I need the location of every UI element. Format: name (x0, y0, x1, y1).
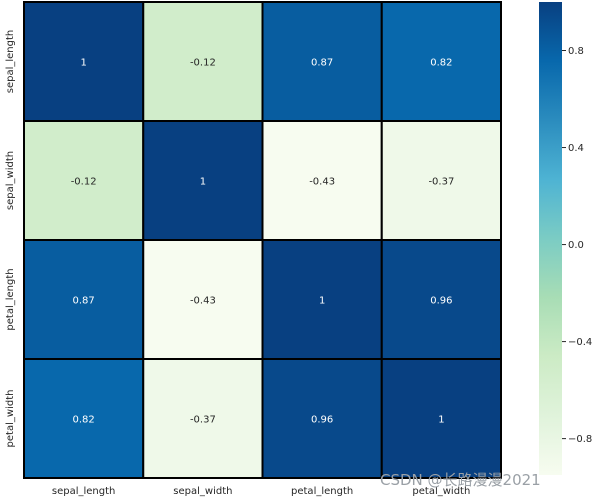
colorbar-tick-label: 0.8 (568, 46, 584, 57)
y-tick-label: petal_length (5, 268, 16, 330)
x-tick-label: petal_width (412, 486, 470, 497)
x-axis-tick-labels: sepal_length sepal_width petal_length petal… (52, 486, 470, 497)
cell-value-label: 1 (80, 58, 86, 69)
x-tick-label: petal_length (291, 486, 353, 497)
y-axis-tick-labels: sepal_length sepal_width petal_lengthpetal… (5, 30, 16, 448)
heatmap-cell (23, 1, 145, 122)
cell-value-label: 0.87 (311, 58, 333, 69)
cell-value-label: 0.96 (311, 415, 333, 426)
colorbar (539, 2, 562, 475)
cell-value-label: 0.82 (72, 415, 94, 426)
heatmap-cell (380, 239, 502, 360)
y-tick-label: sepal_width (5, 151, 16, 210)
colorbar-tick-label: −0.4 (568, 337, 592, 348)
heatmap-cell (23, 358, 145, 479)
cell-value-label: -0.37 (190, 415, 216, 426)
heatmap-cell (142, 120, 264, 241)
heatmap-cell (380, 120, 502, 241)
cell-value-label: 1 (200, 177, 206, 188)
cell-value-label: 0.96 (430, 296, 452, 307)
heatmap-value-labels: 1 -0.12 0.87 0.82 -0.12 1 -0.43 -0.37 0.87 -0.43 1… (71, 58, 455, 426)
cell-value-label: -0.12 (190, 58, 216, 69)
colorbar-tick-label: 0.0 (568, 240, 584, 251)
cell-value-label: -0.37 (428, 177, 454, 188)
colorbar-tick-label: 0.4 (568, 143, 584, 154)
x-tick-label: sepal_length (52, 486, 116, 497)
heatmap-cells (23, 1, 502, 479)
cell-value-label: -0.43 (190, 296, 216, 307)
cell-value-label: 0.82 (430, 58, 452, 69)
cell-value-label: -0.43 (309, 177, 335, 188)
watermark-text: CSDN @长路漫漫2021 (380, 471, 541, 489)
y-tick-label: petal_width (5, 390, 16, 448)
heatmap-cell (142, 239, 264, 360)
heatmap-cell (261, 1, 383, 122)
heatmap-cell (380, 1, 502, 122)
colorbar-ticks: 0.8 0.4 0.0 −0.4 −0.8 (562, 46, 592, 445)
colorbar-tick-label: −0.8 (568, 434, 592, 445)
cell-value-label: -0.12 (71, 177, 97, 188)
cell-value-label: 1 (319, 296, 325, 307)
heatmap-cell (142, 358, 264, 479)
cell-value-label: 1 (438, 415, 444, 426)
cell-value-label: 0.87 (72, 296, 94, 307)
heatmap-cell (380, 358, 502, 479)
y-tick-label: sepal_length (5, 30, 16, 94)
x-tick-label: sepal_width (173, 486, 232, 497)
heatmap-cell (142, 1, 264, 122)
